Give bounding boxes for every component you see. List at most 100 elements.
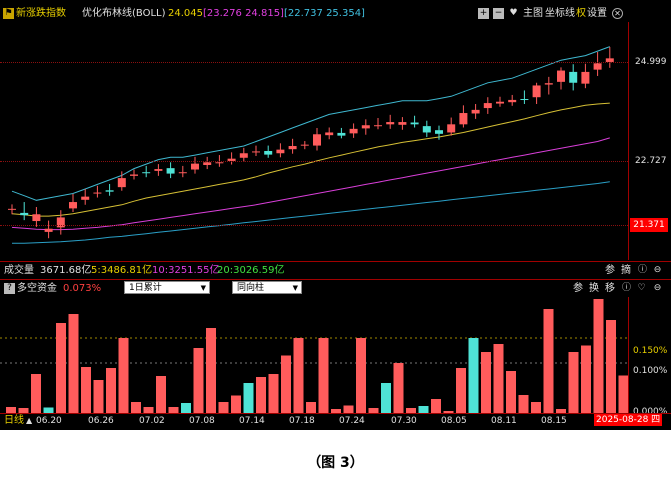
fund-bar bbox=[443, 411, 454, 413]
candle-body bbox=[203, 162, 212, 165]
main-chart-button[interactable]: 主图 bbox=[523, 8, 543, 19]
fund-bar bbox=[468, 338, 479, 413]
fund-bar bbox=[68, 314, 79, 413]
candle-body bbox=[142, 172, 151, 174]
candle-body bbox=[337, 132, 346, 136]
candle-body bbox=[154, 169, 163, 171]
fund-zoom-icon[interactable]: ⊖ bbox=[653, 283, 662, 293]
fund-switch-button[interactable]: 换 bbox=[589, 283, 599, 294]
candle-body bbox=[313, 134, 321, 146]
fund-value: 0.073% bbox=[63, 283, 102, 294]
fund-bar bbox=[356, 338, 366, 413]
flag-icon[interactable]: ⚑ bbox=[3, 8, 14, 19]
fund-bar bbox=[131, 402, 141, 413]
fund-label[interactable]: 多空资金 bbox=[17, 283, 57, 294]
candle-body bbox=[276, 149, 285, 154]
volume-label[interactable]: 成交量 bbox=[4, 265, 34, 276]
candle-body bbox=[557, 70, 565, 82]
candle-body bbox=[459, 113, 468, 125]
fund-param-button[interactable]: 参 bbox=[573, 283, 583, 294]
fund-info-icon[interactable]: ⓘ bbox=[621, 283, 631, 293]
fund-bar bbox=[518, 395, 529, 413]
fund-bar bbox=[181, 403, 191, 413]
boll-bottom-line bbox=[12, 181, 610, 244]
date-tick: 06.26 bbox=[88, 416, 114, 426]
candle-body bbox=[349, 128, 358, 134]
period-dropdown[interactable]: 1日累计 ▼ bbox=[124, 281, 210, 294]
plus-icon[interactable]: + bbox=[478, 8, 489, 19]
candle-body bbox=[20, 212, 29, 216]
fund-bar bbox=[306, 402, 316, 413]
fund-bar bbox=[318, 338, 329, 413]
weight-button[interactable]: 权 bbox=[576, 8, 586, 19]
fund-bar bbox=[281, 355, 291, 413]
period-label[interactable]: 日线 bbox=[4, 415, 24, 426]
candle-body bbox=[361, 125, 370, 129]
grid-line-high bbox=[0, 62, 628, 63]
candle-body bbox=[288, 146, 297, 150]
index-name[interactable]: 新涨跌指数 bbox=[16, 8, 66, 19]
fund-bar bbox=[368, 408, 379, 413]
fund-tick-150: 0.150% bbox=[633, 346, 668, 356]
fund-tick-100: 0.100% bbox=[633, 366, 668, 376]
current-price-label: 21.371 bbox=[630, 218, 668, 232]
fund-bar bbox=[18, 408, 29, 413]
fund-bar bbox=[143, 407, 154, 413]
grid-line-low bbox=[0, 161, 628, 162]
candle-body bbox=[93, 192, 102, 194]
grid-line-current bbox=[0, 225, 628, 226]
candle-body bbox=[374, 125, 382, 127]
candle-body bbox=[471, 109, 480, 114]
candle-body bbox=[508, 99, 517, 103]
candle-body bbox=[215, 162, 224, 164]
candle-body bbox=[130, 174, 138, 176]
volume-total: 3671.68亿 bbox=[40, 265, 92, 276]
fund-bar bbox=[106, 368, 116, 413]
candle-body bbox=[422, 126, 431, 133]
candle-body bbox=[227, 158, 236, 161]
fund-bar bbox=[456, 368, 466, 413]
fund-bar bbox=[231, 395, 241, 413]
fund-bar bbox=[193, 348, 204, 413]
fund-bar bbox=[218, 402, 229, 413]
boll-upper-line bbox=[11, 46, 610, 201]
volume-param-button[interactable]: 参 bbox=[605, 265, 615, 276]
fund-bar bbox=[268, 374, 279, 413]
fund-bar bbox=[243, 383, 254, 413]
chevron-down-icon: ▼ bbox=[200, 284, 206, 292]
volume-ma5: 5:3486.81亿 bbox=[91, 265, 153, 276]
candle-body bbox=[81, 196, 90, 200]
fund-move-button[interactable]: 移 bbox=[605, 283, 615, 294]
bar-mode-dropdown[interactable]: 同向柱 ▼ bbox=[232, 281, 302, 294]
gear-icon[interactable]: ? bbox=[4, 283, 15, 294]
candle-body bbox=[264, 150, 273, 155]
heart-icon[interactable]: ♥ bbox=[509, 8, 518, 18]
settings-button[interactable]: 设置 bbox=[587, 8, 607, 19]
close-icon[interactable]: ✕ bbox=[612, 8, 623, 19]
fund-bar bbox=[531, 402, 541, 413]
volume-ma10: 10:3251.55亿 bbox=[152, 265, 220, 276]
fund-bar bbox=[543, 309, 554, 413]
volume-info-icon[interactable]: ⓘ bbox=[637, 265, 647, 275]
time-axis-divider bbox=[0, 413, 671, 414]
candle-body bbox=[483, 103, 492, 109]
fund-tick-000: 0.000% bbox=[633, 407, 668, 417]
fund-bar bbox=[331, 409, 341, 413]
period-dropdown-value: 1日累计 bbox=[129, 283, 162, 293]
fund-heart-icon[interactable]: ♡ bbox=[637, 283, 646, 293]
candle-body bbox=[191, 163, 199, 170]
boll-mid-line bbox=[11, 102, 610, 217]
volume-switch-button[interactable]: 摘 bbox=[621, 265, 631, 276]
date-tick: 07.02 bbox=[139, 416, 165, 426]
fund-bar bbox=[43, 407, 54, 413]
minus-icon[interactable]: − bbox=[493, 8, 504, 19]
bar-mode-dropdown-value: 同向柱 bbox=[237, 283, 265, 293]
fund-bar bbox=[393, 363, 404, 413]
coordinate-button[interactable]: 坐标线 bbox=[545, 8, 575, 19]
date-tick: 07.08 bbox=[189, 416, 215, 426]
candlestick-chart bbox=[8, 46, 614, 244]
fund-divider bbox=[0, 279, 671, 280]
current-date-label: 2025-08-28 四 bbox=[594, 414, 663, 426]
fund-bar bbox=[493, 344, 504, 413]
volume-zoom-icon[interactable]: ⊖ bbox=[653, 265, 662, 275]
